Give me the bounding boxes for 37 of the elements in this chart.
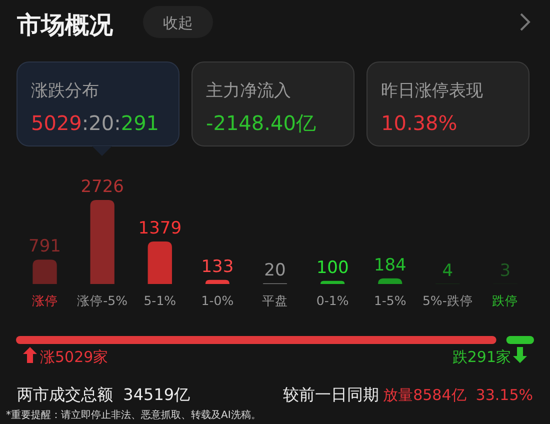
data-label: 3	[500, 260, 511, 281]
text: *重要提醒：请立即停止非法、恶意抓取、转载及AI洗稿。	[6, 409, 261, 421]
data-label: 4	[442, 260, 454, 281]
text: 5029:20:291	[31, 111, 160, 135]
text: 10.38%	[381, 111, 458, 135]
x-tick-label: 涨停-5%	[77, 293, 128, 308]
x-tick-label: 0-1%	[316, 293, 349, 308]
x-tick-label: 1-0%	[201, 293, 234, 308]
data-label: 100	[316, 258, 349, 278]
text: 主力净流入	[206, 81, 291, 101]
x-tick-label: 平盘	[262, 293, 288, 308]
x-tick-label: 1-5%	[374, 293, 406, 308]
text: 放量8584亿 33.15%	[383, 386, 533, 404]
chart-title: 市场概况	[16, 11, 114, 39]
data-label: 133	[201, 256, 234, 277]
text: -2148.40亿	[206, 111, 316, 135]
text: 涨跌分布	[31, 81, 99, 101]
data-label: 1379	[138, 218, 182, 239]
data-label: 2726	[80, 177, 124, 197]
bar	[90, 200, 114, 284]
x-tick-label: 涨停	[32, 293, 58, 308]
x-tick-label: 5-1%	[144, 293, 176, 308]
data-label: 791	[28, 236, 62, 257]
x-tick-label: 5%-跌停	[422, 293, 473, 308]
bar	[148, 242, 172, 284]
text: 收起	[163, 14, 193, 32]
data-label: 20	[264, 260, 286, 280]
bar	[205, 280, 230, 284]
bar	[320, 280, 345, 284]
text: 昨日涨停表现	[381, 81, 483, 101]
text: 跌291家	[452, 348, 511, 366]
text: 较前一日同期	[283, 385, 379, 404]
data-label: 184	[374, 255, 406, 276]
text: 涨5029家	[40, 348, 108, 366]
text: 两市成交总额 34519亿	[17, 385, 190, 404]
bar	[32, 260, 57, 284]
x-tick-label: 跌停	[492, 293, 518, 308]
